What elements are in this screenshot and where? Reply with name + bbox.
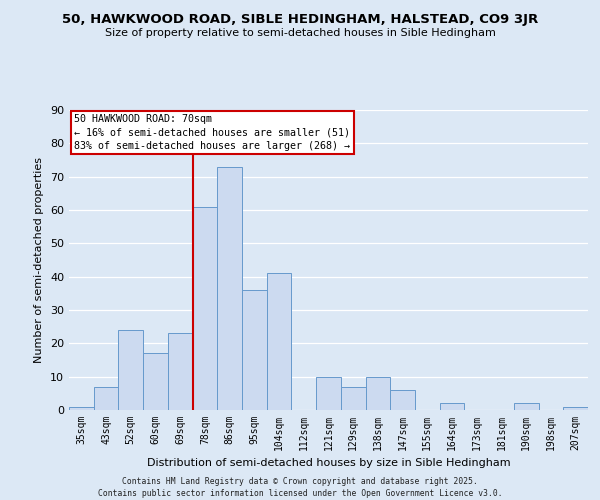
Bar (217, 166, 242, 410)
Bar (316, 376, 341, 410)
Bar (390, 390, 415, 410)
Text: 50 HAWKWOOD ROAD: 70sqm
← 16% of semi-detached houses are smaller (51)
83% of se: 50 HAWKWOOD ROAD: 70sqm ← 16% of semi-de… (74, 114, 350, 151)
Bar (193, 206, 217, 410)
Bar (94, 386, 118, 410)
Bar (69, 406, 94, 410)
Text: Contains HM Land Registry data © Crown copyright and database right 2025.
Contai: Contains HM Land Registry data © Crown c… (98, 476, 502, 498)
X-axis label: Distribution of semi-detached houses by size in Sible Hedingham: Distribution of semi-detached houses by … (146, 458, 511, 468)
Bar (267, 274, 292, 410)
Bar (341, 386, 365, 410)
Bar (440, 404, 464, 410)
Bar (514, 404, 539, 410)
Bar (118, 330, 143, 410)
Text: 50, HAWKWOOD ROAD, SIBLE HEDINGHAM, HALSTEAD, CO9 3JR: 50, HAWKWOOD ROAD, SIBLE HEDINGHAM, HALS… (62, 12, 538, 26)
Bar (365, 376, 390, 410)
Bar (242, 290, 267, 410)
Y-axis label: Number of semi-detached properties: Number of semi-detached properties (34, 157, 44, 363)
Bar (168, 334, 193, 410)
Bar (143, 354, 168, 410)
Text: Size of property relative to semi-detached houses in Sible Hedingham: Size of property relative to semi-detach… (104, 28, 496, 38)
Bar (563, 406, 588, 410)
